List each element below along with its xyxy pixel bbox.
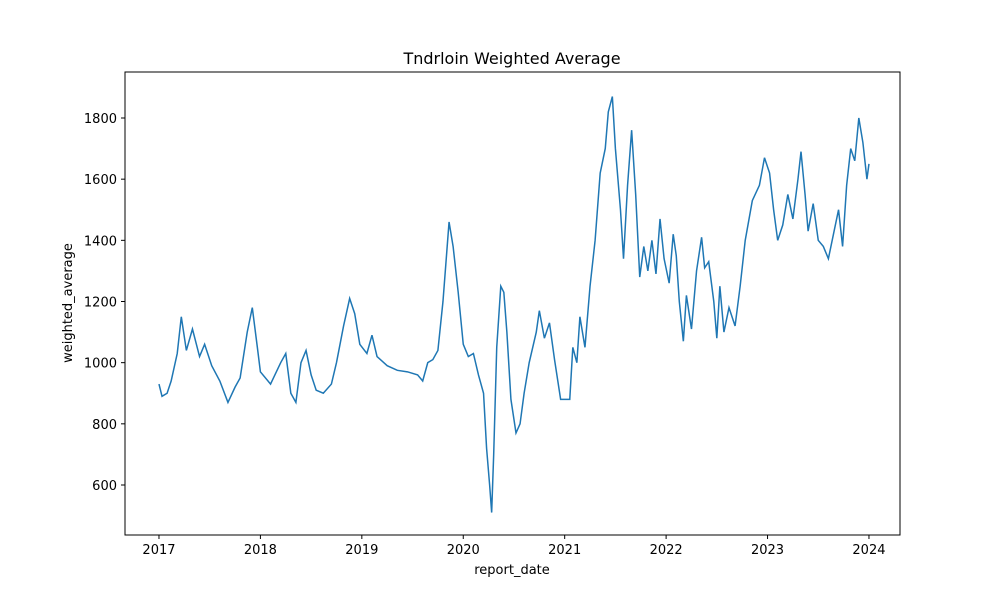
x-tick-label: 2018 [244, 543, 277, 558]
y-tick-label: 1000 [84, 357, 117, 372]
y-tick-label: 1200 [84, 295, 117, 310]
chart-title: Tndrloin Weighted Average [402, 49, 620, 68]
x-axis-label: report_date [474, 563, 550, 578]
x-tick-label: 2017 [142, 543, 175, 558]
x-tick-label: 2022 [650, 543, 683, 558]
data-line [158, 96, 870, 513]
x-tick-label: 2021 [548, 543, 581, 558]
x-tick-label: 2020 [447, 543, 480, 558]
y-axis-label: weighted_average [61, 243, 76, 363]
y-tick-label: 1400 [84, 234, 117, 249]
x-tick-label: 2019 [345, 543, 378, 558]
plot-frame [124, 71, 901, 536]
y-tick-label: 1800 [84, 112, 117, 127]
y-tick-label: 1600 [84, 173, 117, 188]
y-tick-label: 800 [92, 418, 117, 433]
x-tick-label: 2024 [852, 543, 885, 558]
y-tick-label: 600 [92, 479, 117, 494]
x-tick-label: 2023 [751, 543, 784, 558]
